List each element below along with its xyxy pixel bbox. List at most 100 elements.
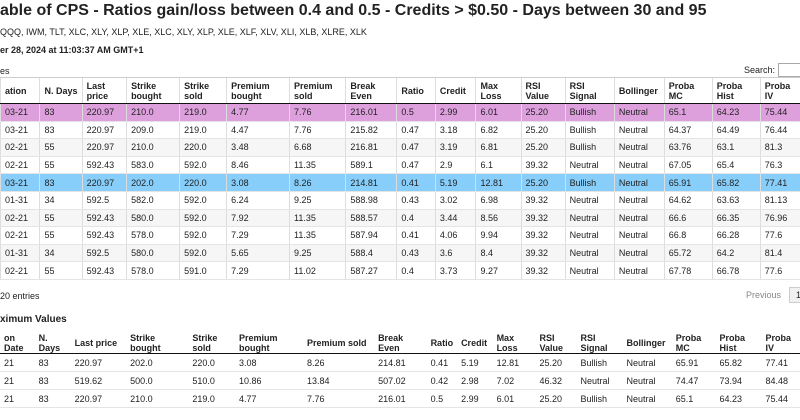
table-cell: 74.47 xyxy=(671,371,716,390)
table-cell: 64.23 xyxy=(711,103,761,122)
table-cell: 83 xyxy=(34,371,71,390)
column-header[interactable]: Max Loss xyxy=(475,77,521,104)
table-cell: 6.01 xyxy=(492,389,536,408)
table-cell: 55 xyxy=(39,261,83,280)
table-cell: 4.06 xyxy=(434,226,476,245)
column-header[interactable]: ation xyxy=(0,77,40,104)
page-1-button[interactable]: 1 xyxy=(789,287,800,303)
table-cell: 21 xyxy=(0,353,35,372)
table-cell: 66.6 xyxy=(663,209,713,228)
table-cell: 588.98 xyxy=(345,191,397,210)
column-header[interactable]: Ratio xyxy=(426,333,458,354)
column-header[interactable]: Break Even xyxy=(345,77,397,104)
column-header[interactable]: Proba Hist xyxy=(711,77,761,104)
column-header[interactable]: Break Even xyxy=(374,333,427,354)
table-cell: 0.42 xyxy=(426,371,458,390)
table-cell: 65.91 xyxy=(671,353,716,372)
column-header[interactable]: Max Loss xyxy=(492,333,536,354)
page-title: able of CPS - Ratios gain/loss between 0… xyxy=(0,2,707,19)
table-cell: 02-21 xyxy=(0,209,40,228)
table-cell: 216.81 xyxy=(345,138,397,157)
column-header[interactable]: Strike bought xyxy=(126,77,180,104)
column-header[interactable]: Premium bought xyxy=(234,333,304,354)
column-header[interactable]: N. Days xyxy=(34,333,71,354)
table-cell: 02-21 xyxy=(0,226,40,245)
table-cell: 220.97 xyxy=(81,138,127,157)
column-header[interactable]: Proba MC xyxy=(663,77,713,104)
max-values-title: ximum Values xyxy=(0,314,67,325)
table-row[interactable]: 21 83 220.97 202.0 220.0 3.08 8.26 214.81 0.41 5.… xyxy=(0,353,800,372)
column-header[interactable]: Bollinger xyxy=(613,77,665,104)
max-values-table: on Date N. Days Last price Strike bought Str… xyxy=(0,333,800,408)
table-row[interactable]: 01-31 34 592.5 580.0 592.0 5.65 9.25 588.4 0.43 3… xyxy=(0,244,800,263)
column-header[interactable]: Proba MC xyxy=(671,333,716,354)
table-cell: 7.92 xyxy=(226,209,290,228)
table-cell: 6.98 xyxy=(475,191,521,210)
column-header[interactable]: Strike sold xyxy=(179,77,227,104)
table-cell: 39.32 xyxy=(520,191,566,210)
column-header[interactable]: Proba IV xyxy=(761,333,800,354)
column-header[interactable]: RSI Value xyxy=(520,77,566,104)
column-header[interactable]: Premium bought xyxy=(226,77,290,104)
table-row[interactable]: 21 83 220.97 210.0 219.0 4.77 7.76 216.01 0.5 2.9… xyxy=(0,389,800,408)
table-cell: 34 xyxy=(39,191,83,210)
table-cell: 0.41 xyxy=(396,173,436,192)
table-cell: 64.37 xyxy=(663,121,713,140)
column-header[interactable]: Premium sold xyxy=(289,77,346,104)
table-cell: 65.82 xyxy=(715,353,762,372)
column-header[interactable]: Premium sold xyxy=(303,333,375,354)
column-header[interactable]: RSI Signal xyxy=(576,333,623,354)
column-header[interactable]: Bollinger xyxy=(622,333,672,354)
table-row[interactable]: 03-21 83 220.97 209.0 219.0 4.47 7.76 215.82 0.4… xyxy=(0,121,800,140)
table-cell: 2.99 xyxy=(434,103,476,122)
column-header[interactable]: Credit xyxy=(434,77,476,104)
table-cell: 219.0 xyxy=(179,121,227,140)
table-cell: 21 xyxy=(0,371,35,390)
table-row[interactable]: 03-21 83 220.97 210.0 219.0 4.77 7.76 216.01 0.5… xyxy=(0,103,800,122)
previous-page-button[interactable]: Previous xyxy=(746,290,782,300)
table-row[interactable]: 02-21 55 592.43 578.0 591.0 7.29 11.02 587.27 0.… xyxy=(0,261,800,280)
column-header[interactable]: Strike bought xyxy=(126,333,189,354)
column-header[interactable]: on Date xyxy=(0,333,35,354)
table-row[interactable]: 02-21 55 220.97 210.0 220.0 3.48 6.68 216.81 0.4… xyxy=(0,138,800,157)
table-cell: 202.0 xyxy=(126,353,189,372)
table-row[interactable]: 02-21 55 592.43 583.0 592.0 8.46 11.35 589.1 0.4… xyxy=(0,156,800,175)
table-row[interactable]: 02-21 55 592.43 580.0 592.0 7.92 11.35 588.57 0.… xyxy=(0,209,800,228)
table-cell: 8.26 xyxy=(289,173,346,192)
table-cell: 21 xyxy=(0,389,35,408)
search-input[interactable] xyxy=(778,63,800,77)
column-header[interactable]: Proba Hist xyxy=(715,333,762,354)
table-cell: 9.94 xyxy=(475,226,521,245)
ticker-list: QQQ, IWM, TLT, XLC, XLY, XLP, XLE, XLC, … xyxy=(0,27,367,37)
column-header[interactable]: Last price xyxy=(81,77,127,104)
table-cell: Bullish xyxy=(576,389,623,408)
column-header[interactable]: Last price xyxy=(70,333,127,354)
table-cell: Neutral xyxy=(613,191,665,210)
table-cell: 214.81 xyxy=(374,353,427,372)
table-row[interactable]: 01-31 34 592.5 582.0 592.0 6.24 9.25 588.98 0.43… xyxy=(0,191,800,210)
column-header[interactable]: Strike sold xyxy=(188,333,235,354)
cps-table: ation N. Days Last price Strike bought Strik… xyxy=(0,77,800,280)
table-row[interactable]: 03-21 83 220.97 202.0 220.0 3.08 8.26 214.81 0.4… xyxy=(0,173,800,192)
column-header[interactable]: Proba IV xyxy=(759,77,800,104)
table-row[interactable]: 02-21 55 592.43 578.0 592.0 7.29 11.35 587.94 0.… xyxy=(0,226,800,245)
column-header[interactable]: Credit xyxy=(457,333,493,354)
column-header[interactable]: N. Days xyxy=(39,77,83,104)
column-header[interactable]: RSI Value xyxy=(535,333,577,354)
table-cell: 11.02 xyxy=(289,261,346,280)
table-cell: 507.02 xyxy=(374,371,427,390)
table-row[interactable]: 21 83 519.62 500.0 510.0 10.86 13.84 507.02 0.42… xyxy=(0,371,800,390)
table-cell: 66.78 xyxy=(711,261,761,280)
table-cell: Neutral xyxy=(576,371,623,390)
table-cell: 25.20 xyxy=(520,138,566,157)
table-cell: 39.32 xyxy=(520,261,566,280)
table-cell: Neutral xyxy=(622,389,672,408)
table-cell: 55 xyxy=(39,226,83,245)
table-cell: 583.0 xyxy=(126,156,180,175)
column-header[interactable]: Ratio xyxy=(396,77,436,104)
table-cell: 2.98 xyxy=(457,371,493,390)
table-cell: 6.24 xyxy=(226,191,290,210)
table-cell: 582.0 xyxy=(126,191,180,210)
column-header[interactable]: RSI Signal xyxy=(564,77,615,104)
table-cell: Neutral xyxy=(613,103,665,122)
